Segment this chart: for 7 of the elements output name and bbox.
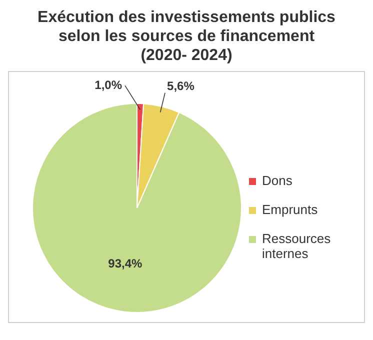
data-label: 5,6%	[167, 79, 195, 94]
legend-label: Ressources internes	[262, 231, 332, 261]
data-label: 1,0%	[94, 78, 122, 92]
chart-title: Exécution des investissements publics selon les sources de financement (2020- 2024)	[36, 8, 336, 65]
legend-label: Emprunts	[262, 202, 319, 217]
legend-label: Dons	[262, 173, 294, 188]
data-label: 93,4%	[108, 256, 143, 271]
